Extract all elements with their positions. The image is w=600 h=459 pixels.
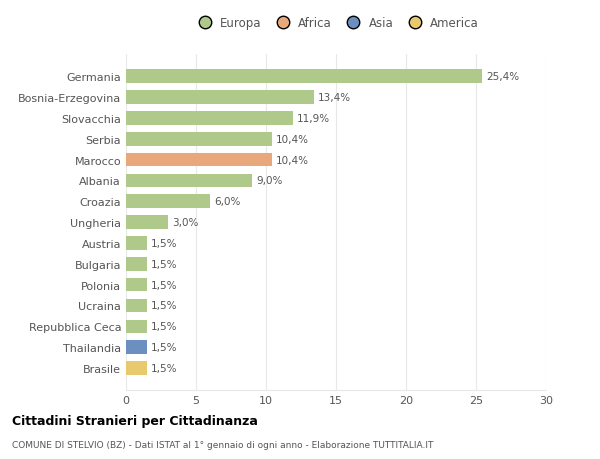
Text: 1,5%: 1,5% [151,363,178,373]
Text: 11,9%: 11,9% [297,114,330,123]
Text: 6,0%: 6,0% [214,197,241,207]
Bar [126,112,293,125]
Text: COMUNE DI STELVIO (BZ) - Dati ISTAT al 1° gennaio di ogni anno - Elaborazione TU: COMUNE DI STELVIO (BZ) - Dati ISTAT al 1… [12,441,433,449]
Bar [126,195,210,208]
Text: 13,4%: 13,4% [318,93,351,103]
Text: 3,0%: 3,0% [172,218,199,228]
Text: 1,5%: 1,5% [151,301,178,311]
Bar [126,320,147,333]
Text: 1,5%: 1,5% [151,342,178,353]
Text: 1,5%: 1,5% [151,259,178,269]
Bar [126,70,482,84]
Bar [126,257,147,271]
Bar [126,91,314,105]
Text: 1,5%: 1,5% [151,322,178,331]
Bar [126,133,272,146]
Bar [126,216,168,230]
Text: Cittadini Stranieri per Cittadinanza: Cittadini Stranieri per Cittadinanza [12,414,258,428]
Legend: Europa, Africa, Asia, America: Europa, Africa, Asia, America [193,17,479,30]
Bar [126,237,147,250]
Text: 1,5%: 1,5% [151,280,178,290]
Bar [126,341,147,354]
Bar [126,174,252,188]
Text: 10,4%: 10,4% [276,155,309,165]
Bar [126,153,272,167]
Text: 10,4%: 10,4% [276,134,309,145]
Bar [126,361,147,375]
Bar [126,278,147,292]
Bar [126,299,147,313]
Text: 25,4%: 25,4% [486,72,519,82]
Text: 9,0%: 9,0% [256,176,283,186]
Text: 1,5%: 1,5% [151,238,178,248]
